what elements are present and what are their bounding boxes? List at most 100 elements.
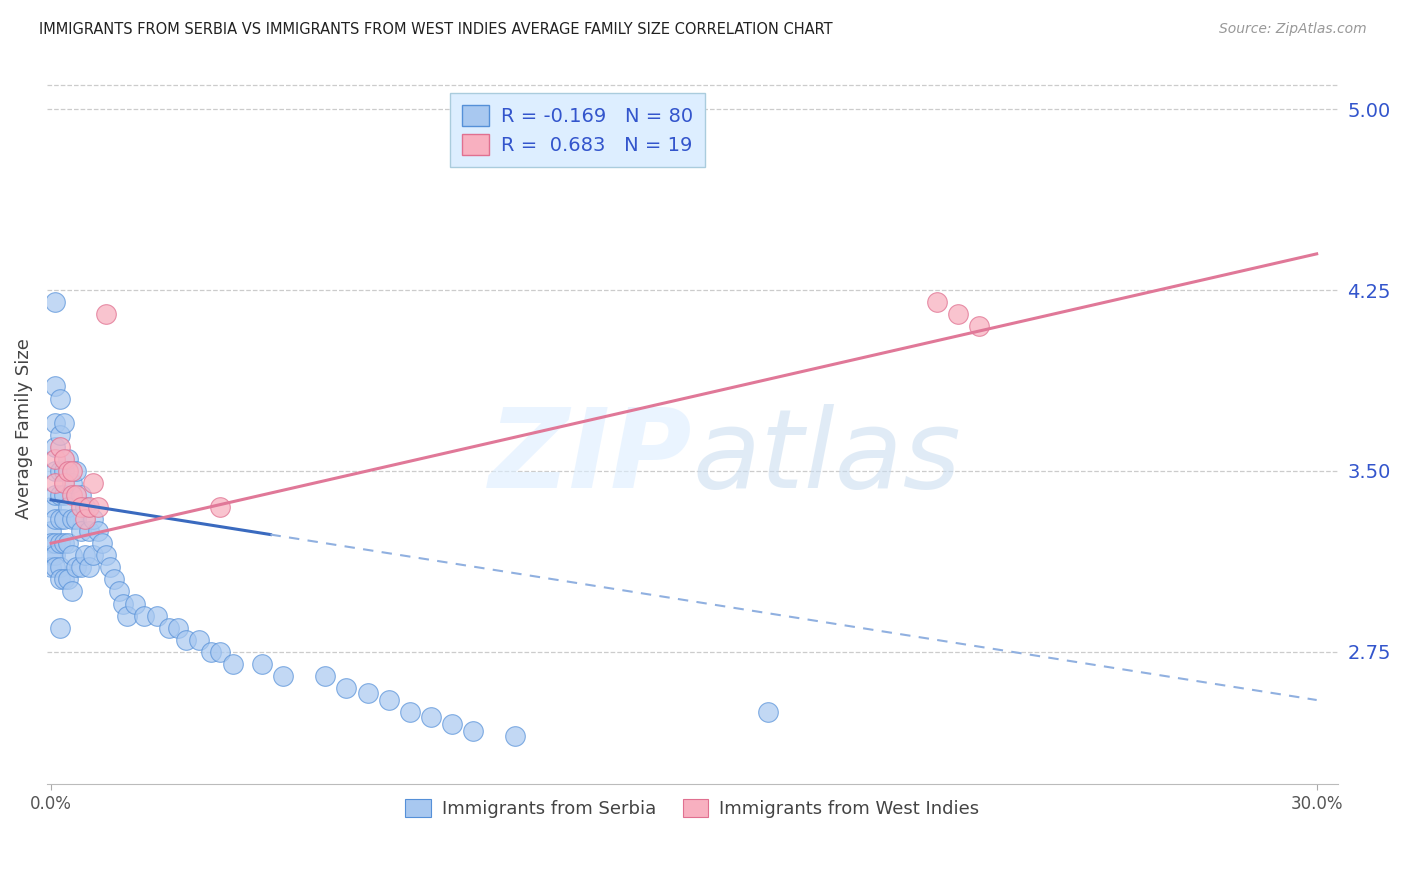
Point [271,669,294,683]
Point [94,307,117,321]
Point [419,710,441,724]
Point [157,621,180,635]
Point [65,464,87,478]
Point [52,573,75,587]
Point [82,512,104,526]
Point [503,729,526,743]
Text: ZIP: ZIP [489,404,692,510]
Point [208,500,231,514]
Point [221,657,243,671]
Point [77,560,100,574]
Point [77,500,100,514]
Point [48,512,70,526]
Point [69,500,91,514]
Point [52,475,75,490]
Point [48,560,70,574]
Text: IMMIGRANTS FROM SERBIA VS IMMIGRANTS FROM WEST INDIES AVERAGE FAMILY SIZE CORREL: IMMIGRANTS FROM SERBIA VS IMMIGRANTS FRO… [39,22,832,37]
Point [90,536,112,550]
Point [44,549,66,563]
Point [60,549,83,563]
Point [756,705,779,719]
Point [56,573,79,587]
Point [44,488,66,502]
Point [335,681,357,695]
Point [48,464,70,478]
Point [398,705,420,719]
Point [946,307,969,321]
Point [52,464,75,478]
Point [187,632,209,647]
Point [44,512,66,526]
Point [86,500,108,514]
Point [73,500,96,514]
Point [94,549,117,563]
Point [52,451,75,466]
Point [39,524,62,539]
Point [65,560,87,574]
Point [44,440,66,454]
Point [65,488,87,502]
Point [73,549,96,563]
Point [44,416,66,430]
Point [98,560,121,574]
Point [39,500,62,514]
Point [115,608,138,623]
Point [44,295,66,310]
Point [56,500,79,514]
Point [44,451,66,466]
Point [44,560,66,574]
Point [124,597,146,611]
Point [356,686,378,700]
Point [48,621,70,635]
Point [925,295,948,310]
Point [52,488,75,502]
Point [44,536,66,550]
Point [314,669,336,683]
Point [60,512,83,526]
Point [60,488,83,502]
Point [86,524,108,539]
Point [52,416,75,430]
Point [250,657,273,671]
Point [377,693,399,707]
Point [111,597,134,611]
Legend: Immigrants from Serbia, Immigrants from West Indies: Immigrants from Serbia, Immigrants from … [398,791,987,825]
Point [967,319,990,334]
Point [52,536,75,550]
Point [56,536,79,550]
Point [39,549,62,563]
Point [65,512,87,526]
Point [39,560,62,574]
Point [69,488,91,502]
Point [44,379,66,393]
Point [60,464,83,478]
Point [77,524,100,539]
Point [39,536,62,550]
Point [48,573,70,587]
Point [48,488,70,502]
Point [73,512,96,526]
Point [461,724,484,739]
Y-axis label: Average Family Size: Average Family Size [15,338,32,519]
Point [208,645,231,659]
Point [200,645,222,659]
Text: Source: ZipAtlas.com: Source: ZipAtlas.com [1219,22,1367,37]
Point [82,475,104,490]
Point [60,475,83,490]
Point [145,608,167,623]
Point [48,427,70,442]
Point [166,621,188,635]
Point [107,584,129,599]
Point [48,440,70,454]
Point [48,392,70,406]
Point [44,464,66,478]
Point [60,584,83,599]
Point [440,717,463,731]
Point [44,475,66,490]
Point [52,512,75,526]
Point [174,632,197,647]
Point [56,464,79,478]
Point [48,536,70,550]
Point [82,549,104,563]
Text: atlas: atlas [692,404,960,510]
